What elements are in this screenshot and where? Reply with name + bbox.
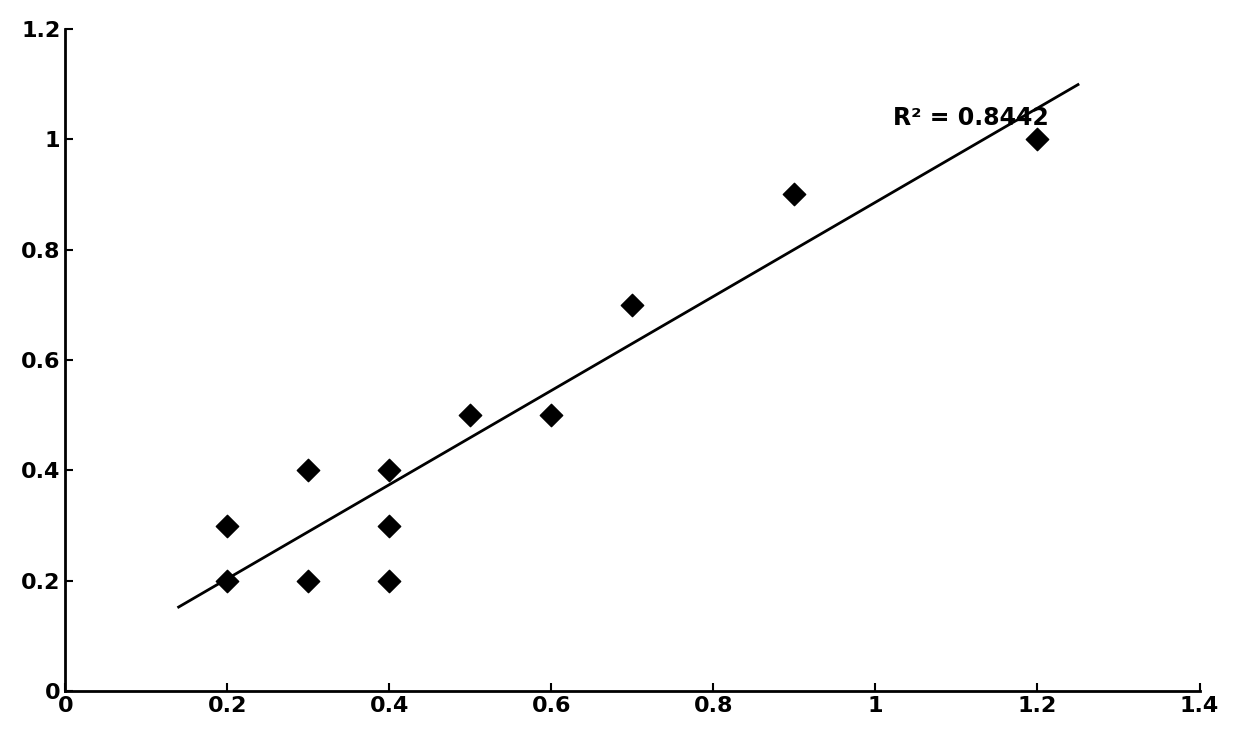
Point (299, 575, 319, 587)
Point (379, 464, 399, 476)
Point (785, 189, 805, 200)
Text: R² = 0.8442: R² = 0.8442 (893, 106, 1049, 130)
Point (542, 409, 562, 421)
Point (460, 409, 480, 421)
Point (379, 575, 399, 587)
Point (299, 464, 319, 476)
Point (379, 520, 399, 531)
Point (622, 299, 642, 311)
Point (1028, 133, 1048, 145)
Point (217, 575, 237, 587)
Point (217, 520, 237, 531)
